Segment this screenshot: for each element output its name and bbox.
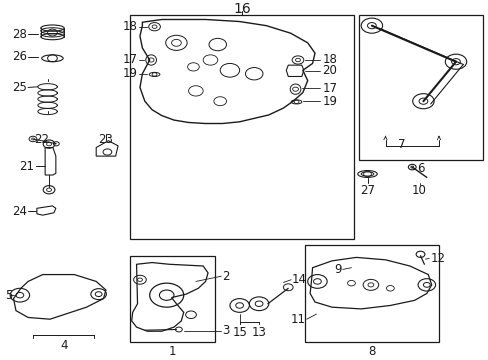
- Bar: [130, 15, 353, 239]
- Text: 12: 12: [429, 252, 445, 265]
- Text: 25: 25: [12, 81, 27, 94]
- Text: 16: 16: [233, 2, 250, 16]
- Text: 18: 18: [322, 54, 337, 67]
- Text: 17: 17: [322, 82, 337, 95]
- Text: 8: 8: [367, 345, 375, 358]
- Text: 19: 19: [122, 67, 137, 80]
- Text: 6: 6: [416, 162, 424, 175]
- Text: 20: 20: [322, 64, 337, 77]
- Text: 26: 26: [12, 50, 27, 63]
- Text: 17: 17: [122, 54, 137, 67]
- Text: 23: 23: [98, 133, 113, 146]
- Text: 18: 18: [122, 20, 137, 33]
- Text: 24: 24: [12, 204, 27, 217]
- Text: 13: 13: [251, 326, 266, 339]
- Text: 14: 14: [291, 273, 306, 286]
- Text: 4: 4: [60, 339, 67, 352]
- Text: 11: 11: [290, 313, 305, 326]
- Text: 2: 2: [222, 270, 230, 283]
- Text: 21: 21: [20, 160, 34, 173]
- Text: 27: 27: [359, 184, 374, 197]
- Text: 7: 7: [397, 138, 405, 151]
- Text: 28: 28: [12, 28, 27, 41]
- Text: 5: 5: [5, 289, 12, 302]
- Bar: [130, 256, 215, 342]
- Text: 19: 19: [322, 95, 337, 108]
- Text: 1: 1: [168, 345, 176, 358]
- Bar: [305, 246, 438, 342]
- Bar: [358, 15, 482, 159]
- Text: 3: 3: [222, 324, 229, 337]
- Text: 15: 15: [232, 326, 246, 339]
- Text: 10: 10: [411, 184, 426, 197]
- Text: 22: 22: [34, 133, 49, 146]
- Text: 9: 9: [334, 263, 341, 276]
